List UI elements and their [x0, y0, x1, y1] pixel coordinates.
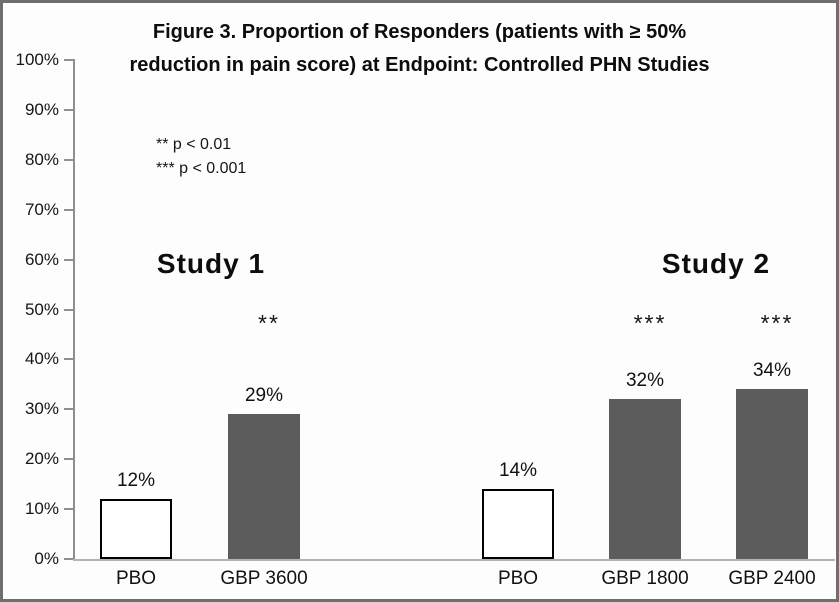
y-axis-tick-label: 10%: [24, 499, 59, 519]
x-axis-label-pbo: PBO: [115, 568, 157, 589]
significance-marker-gbp-2400: ***: [760, 310, 794, 336]
x-axis-label-pbo: PBO: [497, 568, 539, 589]
y-axis-tick: [64, 208, 73, 211]
bar-pbo: [100, 499, 172, 559]
x-axis-baseline: [73, 559, 835, 561]
y-axis-tick: [64, 158, 73, 161]
significance-legend-line-2: *** p < 0.001: [156, 160, 247, 177]
x-axis-label-gbp-1800: GBP 1800: [601, 568, 689, 589]
y-axis-tick: [64, 59, 73, 61]
y-axis-tick: [64, 358, 73, 361]
significance-marker-gbp-3600: **: [258, 310, 280, 336]
y-axis-tick: [64, 108, 73, 111]
plot-area: 100% 90% 80% 70% 60% 50% 40% 30% 20% 10% 0% 12% PBO 2…: [16, 50, 835, 589]
y-axis-tick: [64, 458, 73, 461]
y-axis-tick: [64, 308, 73, 311]
y-axis-tick-label: 60%: [24, 249, 59, 269]
bar-gbp-3600: [228, 414, 300, 559]
y-axis-tick: [64, 508, 73, 511]
y-axis-tick: [64, 408, 73, 411]
group-label-study-1: Study 1: [156, 248, 266, 279]
bar-value-label-gbp-1800: 32%: [625, 370, 665, 391]
y-axis-tick: [64, 258, 73, 261]
y-axis-tick: [64, 558, 73, 560]
significance-legend-line-1: ** p < 0.01: [156, 136, 232, 153]
bar-value-label-gbp-2400: 34%: [752, 360, 792, 381]
bar-value-label-pbo: 14%: [498, 460, 538, 481]
y-axis-tick-label: 0%: [34, 549, 59, 568]
x-axis-label-gbp-2400: GBP 2400: [728, 568, 816, 589]
y-axis-tick-label: 40%: [24, 349, 59, 369]
bar-gbp-2400: [736, 389, 808, 559]
y-axis-tick-label: 30%: [24, 399, 59, 419]
y-axis-tick-label: 90%: [24, 99, 59, 119]
bar-value-label-pbo: 12%: [116, 470, 156, 491]
y-axis-tick-label: 100%: [15, 50, 59, 69]
y-axis-tick-label: 80%: [24, 149, 59, 169]
x-axis-label-gbp-3600: GBP 3600: [220, 568, 308, 589]
bar-gbp-1800: [609, 399, 681, 559]
chart-title-line-1: Figure 3. Proportion of Responders (pati…: [152, 21, 687, 43]
y-axis-tick-label: 70%: [24, 199, 59, 219]
significance-marker-gbp-1800: ***: [633, 310, 667, 336]
bar-pbo: [482, 489, 554, 559]
chart-title: Figure 3. Proportion of Responders (pati…: [80, 16, 760, 82]
y-axis-tick-label: 50%: [24, 299, 59, 319]
y-axis-tick-label: 20%: [24, 449, 59, 469]
chart-title-line-2: reduction in pain score) at Endpoint: Co…: [129, 54, 710, 76]
bar-value-label-gbp-3600: 29%: [244, 385, 284, 406]
significance-legend: ** p < 0.01 *** p < 0.001: [156, 133, 246, 181]
group-label-study-2: Study 2: [661, 248, 771, 279]
y-axis-line: [73, 59, 75, 560]
